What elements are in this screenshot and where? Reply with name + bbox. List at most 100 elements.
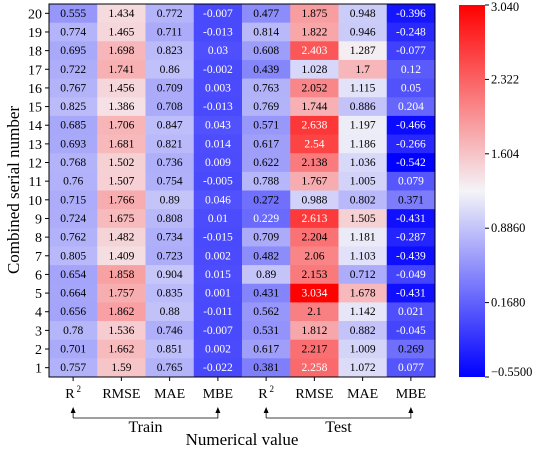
group-bracket <box>72 409 219 419</box>
cell-value-label: 0.693 <box>60 138 86 150</box>
heatmap-cell <box>49 209 98 229</box>
heatmap-cell <box>338 283 388 303</box>
heatmap-cell <box>97 209 146 229</box>
cell-value-label: 0.014 <box>205 138 231 150</box>
heatmap-cell <box>290 283 339 303</box>
y-tick-label: 11 <box>29 175 42 190</box>
heatmap-cell <box>290 134 339 154</box>
heatmap-cell <box>242 339 291 359</box>
heatmap-cell <box>145 78 195 98</box>
cell-value-label: 0.077 <box>398 362 424 374</box>
cell-value-label: 1.59 <box>111 362 131 374</box>
heatmap-cell <box>193 115 243 136</box>
cell-value-label: 1.434 <box>108 8 134 20</box>
cell-value-label: -0.007 <box>203 325 233 337</box>
y-tick-label: 5 <box>35 287 42 302</box>
cell-value-label: 1.386 <box>108 101 134 113</box>
heatmap-cell <box>193 227 243 247</box>
cell-value-label: 0.904 <box>157 269 183 281</box>
heatmap-cell <box>242 59 291 80</box>
cell-value-label: 1.875 <box>301 8 327 20</box>
cell-value-label: 0.664 <box>60 288 86 300</box>
cell-value-label: 1.681 <box>108 138 134 150</box>
heatmap-cell <box>193 22 243 42</box>
cell-value-label: 1.767 <box>301 176 327 188</box>
cell-value-label: 0.802 <box>350 194 376 206</box>
x-tick-label: RMSE <box>295 387 333 402</box>
heatmap-cell <box>49 115 98 136</box>
heatmap-cell <box>290 358 339 378</box>
heatmap-cell <box>97 227 146 247</box>
cell-value-label: 1.706 <box>108 120 134 132</box>
cell-value-label: 1.456 <box>108 82 134 94</box>
y-tick-label: 7 <box>35 250 42 265</box>
cell-value-label: 1.662 <box>108 344 134 356</box>
bracket-arrowhead <box>263 407 269 413</box>
cell-value-label: 2.1 <box>307 306 322 318</box>
cell-value-label: 0.002 <box>205 250 231 262</box>
heatmap-cell <box>49 171 98 191</box>
heatmap-cell <box>290 302 339 322</box>
heatmap-cell <box>290 97 339 117</box>
heatmap-cell <box>290 41 339 61</box>
heatmap-cell <box>386 302 436 322</box>
cell-value-label: 1.103 <box>350 250 376 262</box>
cell-value-label: 0.531 <box>253 325 279 337</box>
heatmap-cell <box>386 22 436 42</box>
heatmap-cell <box>193 97 243 117</box>
heatmap-cell <box>145 22 195 42</box>
cell-value-label: 0.009 <box>205 157 231 169</box>
cell-value-label: -0.013 <box>203 26 233 38</box>
cell-value-label: 0.825 <box>60 101 86 113</box>
cell-value-label: -0.049 <box>396 269 426 281</box>
y-tick-label: 10 <box>28 194 42 209</box>
heatmap-cell <box>145 97 195 117</box>
y-tick-label: 12 <box>28 157 42 172</box>
cell-value-label: 0.715 <box>60 194 86 206</box>
y-tick-label: 14 <box>28 119 42 134</box>
heatmap-cell <box>49 246 98 266</box>
cell-value-label: 1.482 <box>108 232 134 244</box>
cell-value-label: 0.808 <box>157 213 183 225</box>
cell-value-label: 0.381 <box>253 362 279 374</box>
heatmap-cell <box>386 59 436 80</box>
cell-value-label: 0.001 <box>205 288 231 300</box>
cell-value-label: -0.005 <box>203 176 233 188</box>
cell-value-label: 1.502 <box>108 157 134 169</box>
heatmap-cell <box>242 134 291 154</box>
cell-value-label: -0.022 <box>203 362 233 374</box>
cell-value-label: 0.823 <box>157 45 183 57</box>
cell-value-label: 0.711 <box>157 26 183 38</box>
cell-value-label: 0.622 <box>253 157 279 169</box>
heatmap-cell <box>193 302 243 322</box>
cell-value-label: 2.138 <box>301 157 327 169</box>
heatmap-cell <box>97 59 146 80</box>
cell-value-label: 1.197 <box>350 120 376 132</box>
cell-value-label: 0.734 <box>157 232 183 244</box>
cell-value-label: -0.007 <box>203 8 233 20</box>
cell-value-label: 0.272 <box>253 194 279 206</box>
heatmap-cell <box>386 97 436 117</box>
heatmap-cell <box>242 246 291 266</box>
y-tick-label: 18 <box>28 45 42 60</box>
cell-value-label: 2.613 <box>301 213 327 225</box>
cell-value-label: 0.78 <box>63 325 83 337</box>
heatmap-cell <box>193 78 243 98</box>
y-tick-label: 1 <box>35 362 42 377</box>
x-tick-labels: R 2 RMSE MAE MBE R 2 RMSE MAE MBE <box>65 377 426 402</box>
cell-value-label: 0.946 <box>350 26 376 38</box>
heatmap-cell <box>338 209 388 229</box>
cell-value-label: 0.05 <box>401 82 421 94</box>
heatmap-cell <box>242 265 291 285</box>
cell-value-label: 1.409 <box>108 250 134 262</box>
heatmap-cell <box>49 4 98 24</box>
heatmap-cell <box>145 339 195 359</box>
heatmap-cell <box>338 246 388 266</box>
cell-value-label: 0.708 <box>157 101 183 113</box>
column-groups: Train Test <box>70 407 414 436</box>
heatmap-cell <box>242 22 291 42</box>
cell-value-label: 0.88 <box>160 306 180 318</box>
cell-value-label: 0.835 <box>157 288 183 300</box>
cell-value-label: 0.229 <box>253 213 279 225</box>
